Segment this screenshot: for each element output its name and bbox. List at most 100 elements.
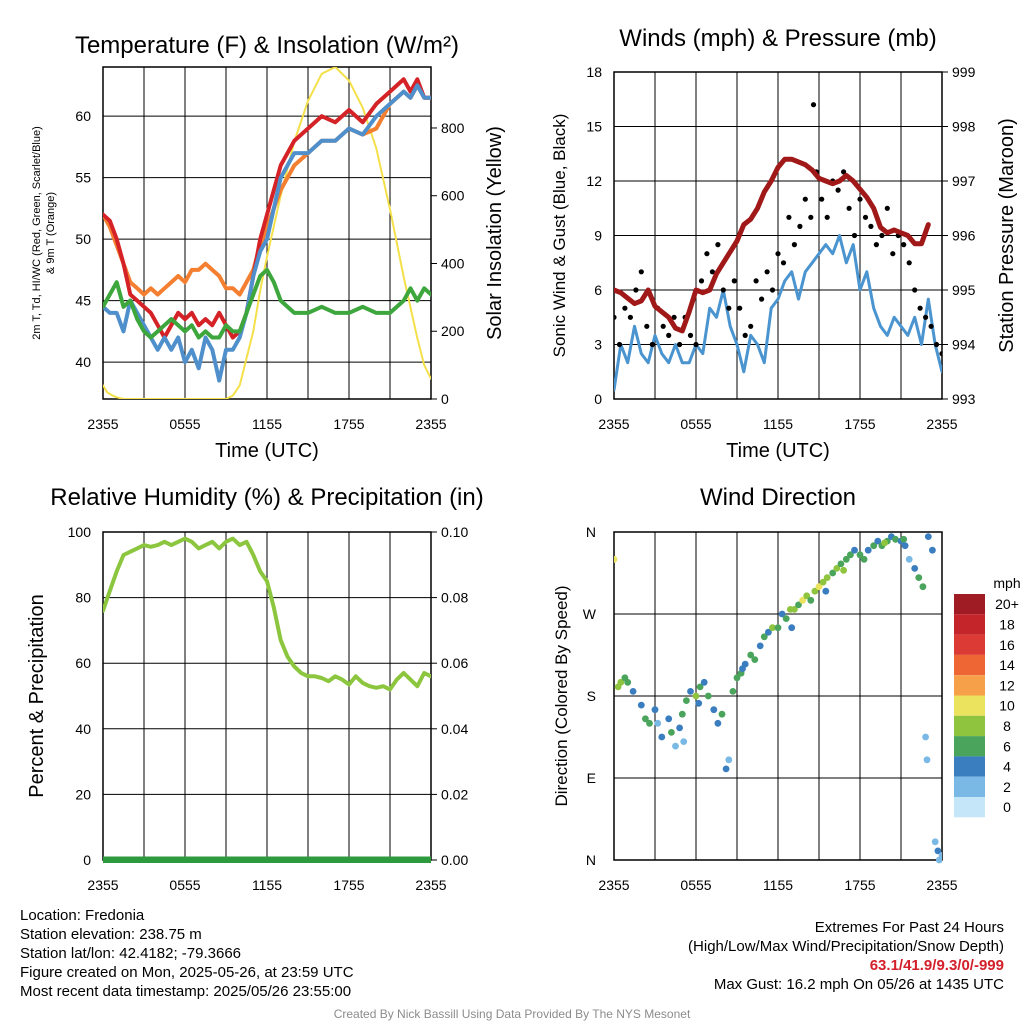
direction-point <box>924 533 932 540</box>
colorbar-swatch <box>954 654 985 676</box>
plot-frame <box>102 66 432 400</box>
x-tick-label: 1155 <box>252 416 282 432</box>
colorbar-swatch <box>954 594 985 615</box>
plot-frame <box>613 531 943 861</box>
wind-speed-colorbar: mph 20+ 18 16 14 12 10 8 6 4 2 0 <box>954 575 1021 818</box>
y-tick-label: 0 <box>594 391 602 407</box>
gust-point <box>824 214 830 220</box>
pressure-line <box>614 156 931 334</box>
gust-point <box>862 214 869 220</box>
y2-tick-label: 200 <box>441 323 465 339</box>
y2-tick-label: 996 <box>952 228 976 244</box>
direction-point <box>822 587 830 595</box>
colorbar-label: 0 <box>1003 799 1011 815</box>
gust-point <box>616 341 623 348</box>
y2-tick-label: 0.06 <box>441 655 468 671</box>
x-axis-label: Time (UTC) <box>726 440 830 462</box>
gust-point <box>726 305 732 311</box>
direction-point <box>823 574 831 581</box>
direction-point <box>934 847 942 855</box>
y-axis-label-line2: & 9m T (Orange) <box>45 192 57 274</box>
x-tick-label: 2355 <box>598 877 629 893</box>
station-latlon: Station lat/lon: 42.4182; -79.3666 <box>20 945 242 962</box>
gust-point <box>687 332 694 338</box>
direction-point <box>864 546 872 554</box>
gust-point <box>873 242 880 248</box>
chart-title: Winds (mph) & Pressure (mb) <box>619 25 936 52</box>
direction-point <box>668 729 675 736</box>
series-temp_9m <box>103 83 431 297</box>
extremes-heading: Extremes For Past 24 Hours <box>814 919 1004 936</box>
gust-point <box>693 341 699 348</box>
direction-point <box>687 688 694 695</box>
figure-created: Figure created on Mon, 2025-05-26, at 23… <box>20 964 354 981</box>
direction-point <box>614 555 618 563</box>
gust-point <box>802 196 808 202</box>
colorbar-label: 4 <box>1003 759 1011 775</box>
gust-point <box>797 223 803 229</box>
x-tick-label: 1755 <box>844 877 875 893</box>
direction-point <box>692 692 700 700</box>
gust-point <box>720 287 726 293</box>
max-gust-point <box>810 102 817 108</box>
y-tick-label: 45 <box>75 293 91 309</box>
direction-point <box>788 624 796 632</box>
direction-point <box>929 546 936 554</box>
gust-point <box>857 196 863 202</box>
x-tick-label: 1755 <box>844 416 875 432</box>
gust-point <box>614 314 617 320</box>
direction-point <box>923 756 931 764</box>
direction-point <box>700 678 708 686</box>
direction-point <box>840 566 847 574</box>
y-tick-label: 40 <box>75 721 91 737</box>
chart-title: Temperature (F) & Insolation (W/m²) <box>75 32 459 59</box>
y-axis-label-line1: 2m T, Td, HI/WC (Red, Green, Scarlet/Blu… <box>31 126 43 340</box>
direction-point <box>791 606 798 613</box>
direction-point <box>815 583 823 591</box>
direction-point <box>856 551 864 559</box>
wind-layer <box>614 102 942 392</box>
x-tick-label: 0555 <box>680 416 711 432</box>
y2-tick-label: 993 <box>952 391 976 407</box>
y2-tick-label: 997 <box>952 173 976 189</box>
direction-point <box>704 692 712 700</box>
temperature-insolation-panel: 40 45 50 55 60 2355 0555 1155 1755 2355 Temperatur… <box>31 32 506 462</box>
direction-point <box>892 535 899 543</box>
direction-point <box>733 674 741 682</box>
x-tick-label: 0555 <box>169 877 200 893</box>
direction-point <box>819 578 827 586</box>
y2-tick-label: 0.10 <box>441 524 468 540</box>
direction-point <box>680 738 688 745</box>
direction-point <box>765 628 772 636</box>
extremes-legend: (High/Low/Max Wind/Precipitation/Snow De… <box>688 938 1004 955</box>
direction-point <box>803 592 811 600</box>
gust-point <box>769 287 776 293</box>
gust-point <box>748 323 754 329</box>
colorbar-label: 12 <box>999 677 1015 693</box>
direction-point <box>678 710 686 718</box>
y2-tick-label: 800 <box>441 120 465 136</box>
colorbar-label: 16 <box>999 637 1015 653</box>
gust-point <box>846 205 852 211</box>
x-tick-label: 2355 <box>598 416 629 432</box>
gust-point <box>698 278 705 284</box>
y2-tick-label: 999 <box>952 64 976 80</box>
direction-point <box>729 688 737 695</box>
y2-tick-label: 600 <box>441 188 465 204</box>
colorbar-swatch <box>954 634 985 655</box>
colorbar-swatch <box>954 756 985 777</box>
direction-point <box>672 742 679 750</box>
gust-point <box>819 196 825 202</box>
direction-point <box>725 756 733 764</box>
gust-point <box>644 323 650 329</box>
y2-tick-label: 0 <box>441 391 449 407</box>
direction-point <box>654 719 662 727</box>
y-tick-label: 55 <box>75 170 91 186</box>
gust-point <box>912 287 918 293</box>
colorbar-label: 20+ <box>995 596 1019 612</box>
direction-layer <box>614 533 942 864</box>
y-axis-label: Direction (Colored By Speed) <box>552 585 571 806</box>
colorbar-label: 8 <box>1003 718 1011 734</box>
y2-tick-label: 0.00 <box>441 852 468 868</box>
